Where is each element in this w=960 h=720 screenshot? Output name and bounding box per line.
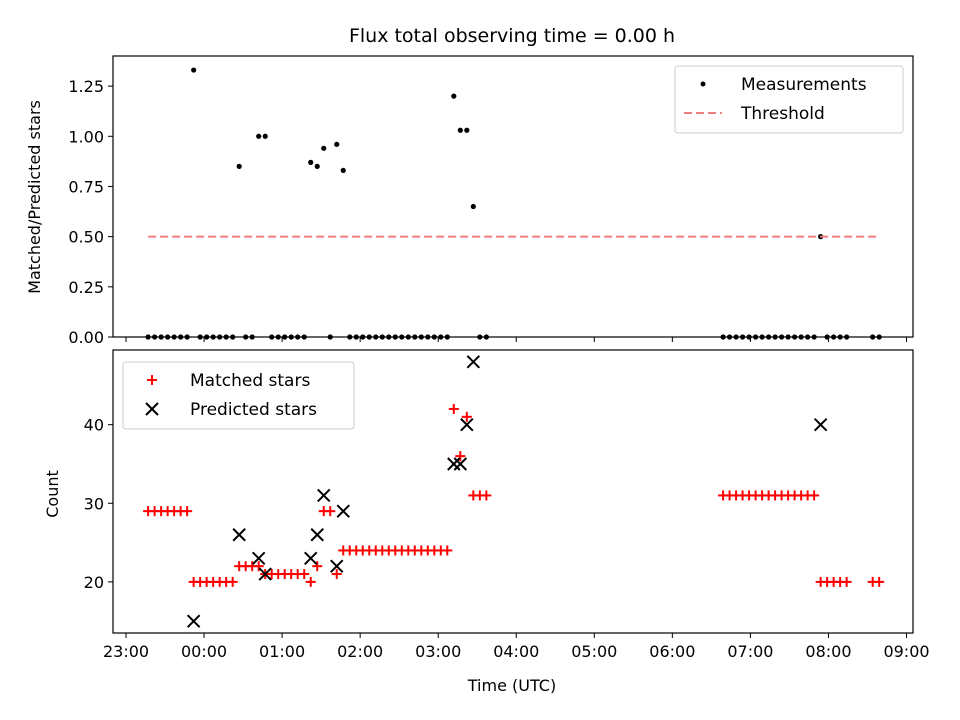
legend-marker-matched [147,375,157,385]
matched-star-point [253,561,264,572]
legend-label-predicted: Predicted stars [190,400,317,420]
bottom-plot-area: 20 30 40 23:00 00:00 01:00 02:00 03:00 04:00 05:0… [84,349,930,661]
predicted-star-point [453,457,468,471]
matched-star-point [312,561,323,572]
x-tick-label: 00:00 [181,642,227,661]
y-tick-label: 1.25 [68,77,104,96]
measurement-point [464,127,470,133]
measurement-point [451,93,457,99]
plot-frame [112,55,914,338]
matched-star-point [809,490,820,501]
matched-star-point [481,490,492,501]
bottom-x-axis-label: Time (UTC) [467,676,556,695]
x-tick-label: 06:00 [649,642,695,661]
measurement-point [236,163,242,169]
predicted-star-point [466,355,481,369]
measurement-point [340,167,346,174]
y-tick-label: 30 [84,494,104,513]
predicted-star-point [251,551,266,566]
legend-label-measurements: Measurements [741,75,867,95]
y-tick-label: 0.50 [68,228,104,247]
bottom-y-axis-label: Count [43,470,62,518]
x-tick-label: 08:00 [805,642,851,661]
measurement-point [334,141,340,147]
plot-frame [112,349,914,634]
y-tick-label: 1.00 [68,127,104,146]
legend-marker-measurements [700,81,706,87]
matched-star-point [305,576,316,587]
predicted-star-point [310,528,324,542]
predicted-star-point [447,457,461,471]
y-tick-label: 0.75 [68,177,104,196]
predicted-star-point [186,614,201,628]
matched-star-point [841,576,852,587]
measurement-point [308,159,314,165]
top-y-axis-label: Matched/Predicted stars [25,100,44,294]
predicted-star-point [336,504,350,518]
x-tick-label: 01:00 [259,642,305,661]
matched-star-point [874,576,885,587]
y-tick-label: 0.00 [68,328,104,347]
measurement-point [262,133,268,139]
matched-star-point [331,569,342,580]
top-plot-area: 0.00 0.25 0.50 0.75 1.00 1.25 [68,55,914,347]
x-tick-label: 07:00 [727,642,773,661]
matched-star-point [325,506,336,517]
bottom-legend-frame [122,361,355,430]
top-legend: Measurements Threshold [674,65,904,134]
matched-star-point [448,403,459,414]
measurement-point [321,145,327,151]
legend-marker-predicted [145,402,159,416]
matched-star-point [227,576,238,587]
matched-star-point [455,451,466,462]
y-tick-label: 0.25 [68,278,104,297]
measurement-point [470,203,476,210]
top-legend-frame [674,65,904,134]
x-tick-label: 09:00 [883,642,929,661]
matched-star-point [299,569,310,580]
matched-star-point [182,506,193,517]
predicted-star-point [317,488,331,503]
predicted-star-point [460,417,474,432]
x-tick-label: 03:00 [415,642,461,661]
bottom-legend: Matched stars Predicted stars [122,361,355,430]
measurement-point [191,67,197,73]
matched-star-point [442,545,453,556]
top-chart-title: Flux total observing time = 0.00 h [349,25,675,47]
predicted-star-point [813,417,828,432]
matched-star-point [461,411,472,422]
predicted-star-point [304,551,318,566]
measurement-point [256,133,262,139]
y-tick-label: 40 [84,416,104,435]
measurement-point [314,163,320,169]
predicted-star-point [232,528,246,542]
x-tick-label: 05:00 [571,642,617,661]
x-tick-label: 23:00 [103,642,149,661]
x-tick-label: 04:00 [493,642,539,661]
x-tick-label: 02:00 [337,642,383,661]
legend-label-threshold: Threshold [740,104,825,124]
y-tick-label: 20 [84,573,104,592]
measurement-point [457,127,463,133]
legend-label-matched: Matched stars [190,371,310,391]
predicted-star-point [258,567,272,581]
predicted-star-point [330,559,344,573]
